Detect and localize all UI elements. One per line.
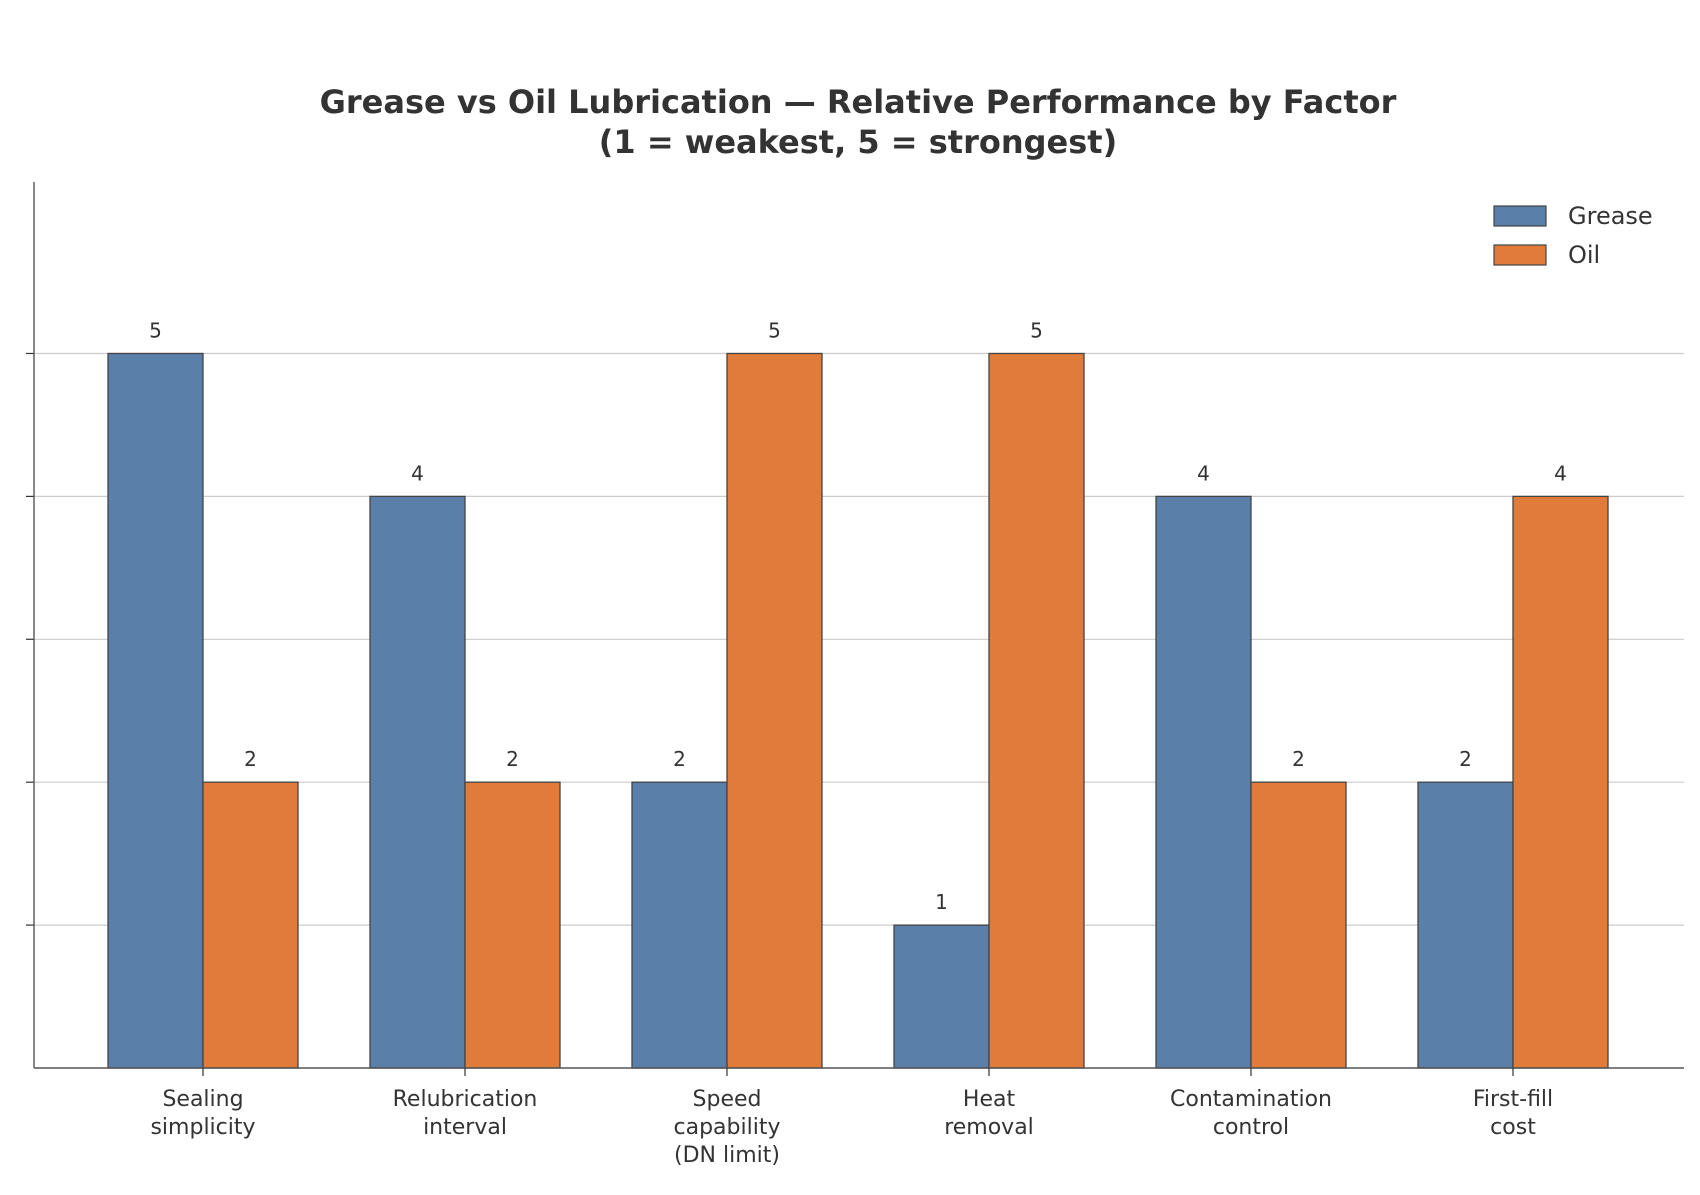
legend-label-oil: Oil bbox=[1568, 241, 1600, 269]
x-tick-label-line: Sealing bbox=[162, 1087, 243, 1112]
x-tick-label-line: capability bbox=[674, 1115, 781, 1140]
legend-swatch-oil bbox=[1493, 244, 1547, 266]
x-tick-labels: Sealing simplicity Relubrication interval Sp… bbox=[150, 1087, 1553, 1168]
axes bbox=[26, 182, 1684, 1076]
bar-oil bbox=[464, 781, 561, 1069]
x-tick-label: Sealing simplicity bbox=[150, 1087, 255, 1140]
bar-value-label: 2 bbox=[1459, 747, 1472, 771]
bar-oil bbox=[1250, 781, 1347, 1069]
x-tick-label-line: control bbox=[1213, 1115, 1289, 1140]
bar-value-label: 2 bbox=[244, 747, 257, 771]
x-tick-label-line: simplicity bbox=[150, 1115, 255, 1140]
bar-oil bbox=[202, 781, 299, 1069]
x-tick-label-line: Heat bbox=[963, 1087, 1016, 1112]
value-labels: 5 2 4 2 2 5 1 5 4 2 2 4 bbox=[149, 318, 1567, 914]
bar-oil bbox=[726, 352, 823, 1069]
x-tick-label: First-fill cost bbox=[1473, 1087, 1553, 1140]
x-tick-label: Contamination control bbox=[1170, 1087, 1332, 1140]
bar-grease bbox=[631, 781, 728, 1069]
bars bbox=[107, 352, 1609, 1069]
x-tick-label-line: Speed bbox=[693, 1087, 762, 1112]
chart-title-line: Grease vs Oil Lubrication — Relative Per… bbox=[320, 83, 1397, 121]
bar-grease bbox=[1417, 781, 1514, 1069]
x-tick-label-line: Relubrication bbox=[393, 1087, 538, 1112]
bar-value-label: 4 bbox=[411, 461, 424, 485]
bar-value-label: 5 bbox=[149, 318, 162, 342]
bar-value-label: 5 bbox=[768, 318, 781, 342]
x-tick-label-line: First-fill bbox=[1473, 1087, 1553, 1112]
x-tick-label-line: cost bbox=[1490, 1115, 1536, 1140]
grid-lines bbox=[34, 352, 1684, 926]
chart-title-line: (1 = weakest, 5 = strongest) bbox=[599, 123, 1117, 161]
bar-oil bbox=[1512, 495, 1609, 1069]
chart-title: Grease vs Oil Lubrication — Relative Per… bbox=[320, 83, 1397, 161]
legend-swatch-grease bbox=[1493, 205, 1547, 227]
bar-value-label: 1 bbox=[935, 890, 948, 914]
x-tick-label: Heat removal bbox=[944, 1087, 1034, 1140]
bar-grease bbox=[1155, 495, 1252, 1069]
bar-value-label: 4 bbox=[1197, 461, 1210, 485]
bar-grease bbox=[893, 924, 990, 1069]
x-tick-label: Speed capability (DN limit) bbox=[674, 1087, 781, 1168]
bar-value-label: 2 bbox=[1292, 747, 1305, 771]
bar-grease bbox=[369, 495, 466, 1069]
x-tick-label: Relubrication interval bbox=[393, 1087, 538, 1140]
bar-value-label: 2 bbox=[673, 747, 686, 771]
x-tick-label-line: (DN limit) bbox=[674, 1143, 780, 1168]
bar-value-label: 5 bbox=[1030, 318, 1043, 342]
bar-grease bbox=[107, 352, 204, 1069]
x-tick-label-line: removal bbox=[944, 1115, 1034, 1140]
legend-label-grease: Grease bbox=[1568, 202, 1653, 230]
x-tick-label-line: interval bbox=[423, 1115, 507, 1140]
legend: Grease Oil bbox=[1493, 202, 1653, 269]
bar-oil bbox=[988, 352, 1085, 1069]
x-tick-label-line: Contamination bbox=[1170, 1087, 1332, 1112]
bar-value-label: 4 bbox=[1554, 461, 1567, 485]
bar-value-label: 2 bbox=[506, 747, 519, 771]
